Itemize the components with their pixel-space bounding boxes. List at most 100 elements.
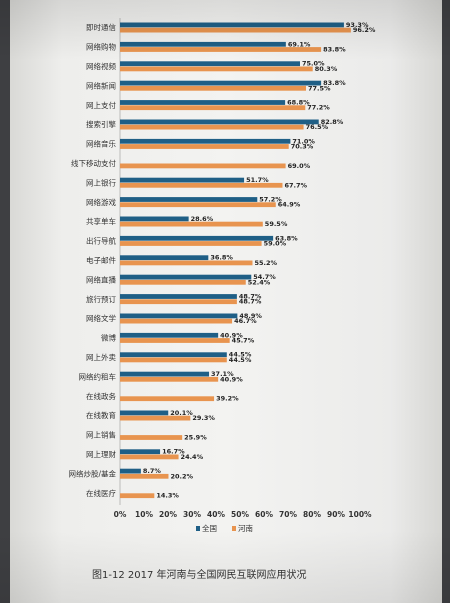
value-label-national: 48.7% [239,293,262,301]
value-label-henan: 64.9% [278,201,301,209]
value-label-henan: 77.2% [307,104,330,112]
category-label: 共享单车 [86,216,116,226]
category-label: 网上外卖 [86,352,116,362]
bar-henan [120,27,351,33]
value-label-henan: 25.9% [184,434,207,442]
value-label-henan: 29.3% [192,414,215,422]
bar-national [120,100,286,105]
category-label: 网络游戏 [86,197,116,207]
bar-national [120,294,237,299]
bar-henan [120,493,155,499]
bar-henan [120,144,289,149]
value-label-national: 8.7% [143,467,162,475]
value-label-national: 16.7% [162,448,185,456]
category-label: 网上支付 [86,100,116,110]
value-label-national: 75.0% [302,60,325,68]
value-label-henan: 45.7% [232,337,255,345]
value-label-henan: 24.4% [181,453,204,461]
value-label-national: 51.7% [246,176,269,184]
bar-national [120,352,227,358]
value-label-national: 69.1% [288,40,311,48]
category-label: 在线教育 [86,410,116,420]
value-label-henan: 40.9% [220,375,243,383]
bar-henan [120,124,304,130]
bar-national [120,138,291,144]
bar-national [120,449,161,455]
x-tick-label: 0% [114,510,127,519]
category-label: 网络音乐 [86,139,116,149]
value-label-henan: 77.5% [308,84,331,92]
value-label-national: 71.0% [292,137,315,145]
bar-henan [120,241,262,246]
bar-national [120,41,286,47]
bar-henan [120,279,246,285]
value-label-national: 44.5% [229,351,252,359]
value-label-henan: 20.2% [170,472,193,480]
bar-henan [120,221,263,227]
value-label-henan: 59.0% [264,240,287,248]
category-label: 网络炒股/基金 [68,468,116,478]
bar-henan [120,473,169,479]
value-label-henan: 80.3% [315,65,338,73]
bar-national [120,410,169,416]
category-label: 即时通信 [86,22,116,32]
bar-henan [120,182,283,188]
bar-henan [120,454,179,460]
value-label-henan: 76.5% [306,123,329,131]
value-label-national: 48.9% [239,312,262,320]
legend-label-national: 全国 [202,523,217,533]
bar-henan [120,396,215,402]
category-label: 在线医疗 [86,488,116,498]
category-label: 出行导航 [86,236,116,246]
bar-henan [120,338,230,343]
value-label-national: 83.8% [323,79,346,87]
value-label-henan: 48.7% [239,298,262,306]
value-label-national: 36.8% [210,254,233,262]
bar-national [120,274,252,280]
bar-henan [120,318,233,324]
value-label-national: 40.9% [220,331,243,339]
bar-national [120,61,300,67]
bar-henan [120,415,191,421]
bar-national [120,313,238,319]
category-label: 网络文学 [86,313,116,323]
x-tick-label: 80% [303,510,321,519]
category-label: 网上银行 [86,177,116,187]
category-label: 在线政务 [86,391,116,401]
x-tick-label: 90% [327,510,345,519]
x-tick-label: 40% [207,510,225,519]
value-label-national: 63.8% [275,234,298,242]
bar-henan [120,202,276,208]
bar-henan [120,260,253,266]
bar-henan [120,299,237,305]
x-tick-label: 50% [231,510,249,519]
x-tick-label: 60% [255,510,273,519]
category-label: 网络视频 [86,61,116,71]
bar-henan [120,47,322,52]
value-label-national: 57.2% [259,196,282,204]
bar-national [120,332,219,338]
value-label-national: 20.1% [170,409,193,417]
category-label: 微博 [101,333,116,343]
bar-henan [120,66,313,72]
category-label: 网上销售 [86,430,116,440]
x-tick-label: 10% [135,510,153,519]
category-label: 网络购物 [86,42,116,52]
category-label: 网络约租车 [79,371,117,381]
value-label-henan: 55.2% [254,259,277,267]
legend-swatch-henan [232,526,236,531]
value-label-national: 28.6% [191,215,214,223]
x-tick-label: 30% [183,510,201,519]
value-label-henan: 14.3% [156,492,179,500]
x-tick-label: 20% [159,510,177,519]
value-label-national: 54.7% [253,273,276,281]
bar-henan [120,357,227,363]
legend-label-henan: 河南 [238,523,253,533]
category-label: 旅行预订 [86,294,116,304]
category-label: 线下移动支付 [71,158,116,168]
bar-national [120,255,209,261]
value-label-henan: 67.7% [284,181,307,189]
bar-national [120,197,258,202]
bar-henan [120,163,286,169]
value-label-henan: 69.0% [288,162,311,170]
